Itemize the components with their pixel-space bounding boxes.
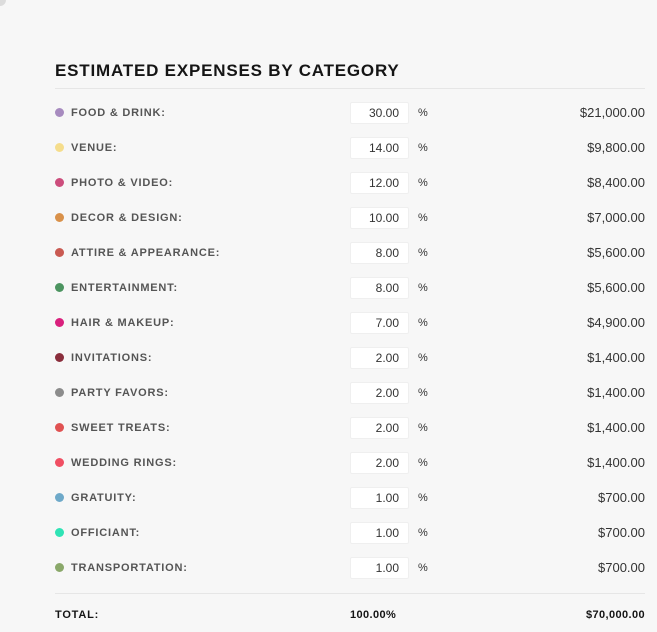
category-label: FOOD & DRINK: bbox=[71, 106, 166, 119]
category-row: DECOR & DESIGN:% $7,000.00 bbox=[55, 200, 645, 235]
category-color-dot bbox=[55, 283, 64, 292]
category-list: FOOD & DRINK:% $21,000.00 VENUE:% $9,800.00… bbox=[55, 95, 645, 585]
category-row: OFFICIANT:% $700.00 bbox=[55, 515, 645, 550]
percent-input[interactable] bbox=[350, 311, 409, 334]
percent-sign: % bbox=[418, 316, 428, 329]
percent-input[interactable] bbox=[350, 451, 409, 474]
category-color-dot bbox=[55, 528, 64, 537]
category-amount: $9,800.00 bbox=[587, 140, 645, 155]
percent-sign: % bbox=[418, 386, 428, 399]
category-color-dot bbox=[55, 423, 64, 432]
category-amount: $8,400.00 bbox=[587, 175, 645, 190]
category-label: OFFICIANT: bbox=[71, 526, 141, 539]
total-row: TOTAL: 100.00% $70,000.00 bbox=[55, 605, 645, 625]
percent-sign: % bbox=[418, 176, 428, 189]
percent-input[interactable] bbox=[350, 136, 409, 159]
percent-input[interactable] bbox=[350, 556, 409, 579]
category-row: WEDDING RINGS:% $1,400.00 bbox=[55, 445, 645, 480]
category-row: TRANSPORTATION:% $700.00 bbox=[55, 550, 645, 585]
category-row: INVITATIONS:% $1,400.00 bbox=[55, 340, 645, 375]
category-label: TRANSPORTATION: bbox=[71, 561, 188, 574]
category-label: PARTY FAVORS: bbox=[71, 386, 169, 399]
category-color-dot bbox=[55, 108, 64, 117]
footer-divider bbox=[55, 593, 645, 594]
percent-input[interactable] bbox=[350, 101, 409, 124]
percent-sign: % bbox=[418, 421, 428, 434]
category-amount: $4,900.00 bbox=[587, 315, 645, 330]
category-amount: $21,000.00 bbox=[579, 105, 645, 120]
category-row: ENTERTAINMENT:% $5,600.00 bbox=[55, 270, 645, 305]
total-amount: $70,000.00 bbox=[585, 609, 645, 621]
percent-input[interactable] bbox=[350, 416, 409, 439]
category-amount: $700.00 bbox=[598, 490, 645, 505]
window-corner bbox=[0, 0, 6, 6]
category-color-dot bbox=[55, 248, 64, 257]
category-label: INVITATIONS: bbox=[71, 351, 153, 364]
category-color-dot bbox=[55, 563, 64, 572]
category-row: HAIR & MAKEUP:% $4,900.00 bbox=[55, 305, 645, 340]
percent-sign: % bbox=[418, 106, 428, 119]
category-row: ATTIRE & APPEARANCE:% $5,600.00 bbox=[55, 235, 645, 270]
total-percent: 100.00% bbox=[350, 609, 397, 621]
category-row: VENUE:% $9,800.00 bbox=[55, 130, 645, 165]
category-label: VENUE: bbox=[71, 141, 118, 154]
category-amount: $700.00 bbox=[598, 525, 645, 540]
percent-input[interactable] bbox=[350, 276, 409, 299]
percent-input[interactable] bbox=[350, 171, 409, 194]
category-color-dot bbox=[55, 388, 64, 397]
category-color-dot bbox=[55, 143, 64, 152]
category-row: GRATUITY:% $700.00 bbox=[55, 480, 645, 515]
category-row: PHOTO & VIDEO:% $8,400.00 bbox=[55, 165, 645, 200]
category-label: PHOTO & VIDEO: bbox=[71, 176, 174, 189]
category-amount: $1,400.00 bbox=[587, 385, 645, 400]
category-amount: $1,400.00 bbox=[587, 455, 645, 470]
category-amount: $7,000.00 bbox=[587, 210, 645, 225]
category-amount: $5,600.00 bbox=[587, 245, 645, 260]
category-color-dot bbox=[55, 493, 64, 502]
percent-input[interactable] bbox=[350, 241, 409, 264]
category-label: WEDDING RINGS: bbox=[71, 456, 177, 469]
header-divider bbox=[55, 88, 645, 89]
percent-input[interactable] bbox=[350, 346, 409, 369]
category-label: ATTIRE & APPEARANCE: bbox=[71, 246, 221, 259]
category-label: HAIR & MAKEUP: bbox=[71, 316, 175, 329]
percent-input[interactable] bbox=[350, 521, 409, 544]
category-amount: $5,600.00 bbox=[587, 280, 645, 295]
total-label: TOTAL: bbox=[55, 609, 100, 621]
category-label: SWEET TREATS: bbox=[71, 421, 171, 434]
category-color-dot bbox=[55, 318, 64, 327]
category-row: SWEET TREATS:% $1,400.00 bbox=[55, 410, 645, 445]
category-color-dot bbox=[55, 353, 64, 362]
category-row: PARTY FAVORS:% $1,400.00 bbox=[55, 375, 645, 410]
percent-input[interactable] bbox=[350, 486, 409, 509]
percent-sign: % bbox=[418, 526, 428, 539]
category-amount: $1,400.00 bbox=[587, 350, 645, 365]
category-amount: $700.00 bbox=[598, 560, 645, 575]
percent-sign: % bbox=[418, 246, 428, 259]
percent-sign: % bbox=[418, 561, 428, 574]
percent-sign: % bbox=[418, 491, 428, 504]
percent-sign: % bbox=[418, 456, 428, 469]
percent-sign: % bbox=[418, 211, 428, 224]
percent-sign: % bbox=[418, 351, 428, 364]
percent-input[interactable] bbox=[350, 381, 409, 404]
category-label: ENTERTAINMENT: bbox=[71, 281, 178, 294]
percent-input[interactable] bbox=[350, 206, 409, 229]
category-amount: $1,400.00 bbox=[587, 420, 645, 435]
category-row: FOOD & DRINK:% $21,000.00 bbox=[55, 95, 645, 130]
category-label: GRATUITY: bbox=[71, 491, 137, 504]
category-color-dot bbox=[55, 458, 64, 467]
section-title: ESTIMATED EXPENSES BY CATEGORY bbox=[55, 61, 400, 80]
category-color-dot bbox=[55, 213, 64, 222]
category-color-dot bbox=[55, 178, 64, 187]
percent-sign: % bbox=[418, 281, 428, 294]
category-label: DECOR & DESIGN: bbox=[71, 211, 183, 224]
percent-sign: % bbox=[418, 141, 428, 154]
